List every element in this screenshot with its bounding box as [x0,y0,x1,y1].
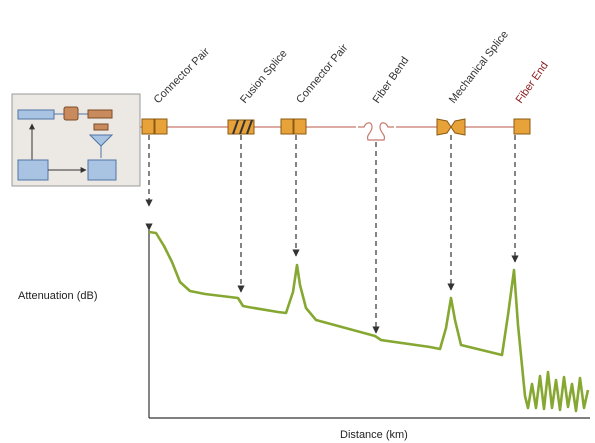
mechanical-splice [436,118,466,136]
connector-pair-1 [141,118,168,135]
otdr-small-block [93,123,109,131]
otdr-trace [148,230,590,413]
event-label-fusion-splice: Fusion Splice [238,48,290,106]
otdr-laser-block [17,109,55,120]
otdr-connector-block [87,109,113,119]
fiber-bend [356,120,396,141]
event-label-connector-pair-2: Connector Pair [294,42,351,106]
otdr-display-block [87,159,117,181]
y-axis-label: Attenuation (dB) [18,290,98,302]
fiber-end [513,118,531,135]
connector-pair-2 [280,118,307,135]
event-label-mechanical-splice: Mechanical Splice [447,29,511,106]
otdr-detector-shape [88,134,114,147]
otdr-processor-block [17,159,49,181]
event-label-fiber-end: Fiber End [514,60,551,106]
otdr-coupler-block [63,106,79,121]
event-label-connector-pair-1: Connector Pair [152,46,213,107]
otdr-instrument [11,93,141,187]
fusion-splice [227,119,255,135]
event-label-fiber-bend: Fiber Bend [371,55,412,106]
x-axis-label: Distance (km) [340,429,408,441]
